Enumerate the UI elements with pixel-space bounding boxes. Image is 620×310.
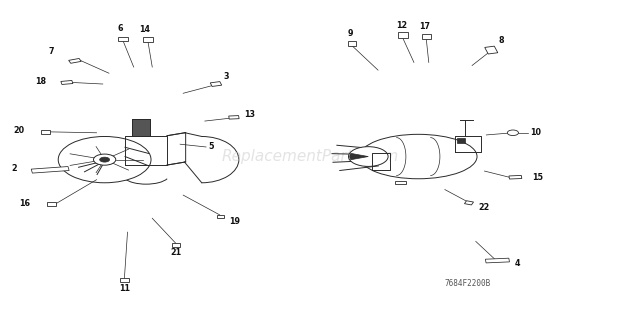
Text: 15: 15 xyxy=(532,173,543,182)
Text: ReplacementParts.com: ReplacementParts.com xyxy=(221,149,399,164)
Polygon shape xyxy=(118,37,128,42)
Bar xyxy=(133,119,150,136)
Text: 17: 17 xyxy=(419,22,430,31)
Text: 2: 2 xyxy=(12,164,17,173)
Polygon shape xyxy=(464,201,474,205)
Polygon shape xyxy=(143,38,153,42)
Circle shape xyxy=(348,147,388,166)
Bar xyxy=(457,138,464,143)
Circle shape xyxy=(58,136,151,183)
Text: 20: 20 xyxy=(14,126,25,135)
Polygon shape xyxy=(69,59,81,63)
Polygon shape xyxy=(216,215,224,218)
Text: 14: 14 xyxy=(140,24,150,33)
Text: 13: 13 xyxy=(244,110,255,119)
Text: 5: 5 xyxy=(208,142,214,151)
Circle shape xyxy=(100,157,110,162)
Polygon shape xyxy=(348,41,356,46)
Text: 4: 4 xyxy=(515,259,520,268)
Polygon shape xyxy=(172,243,180,247)
Text: 9: 9 xyxy=(347,29,353,38)
Text: 10: 10 xyxy=(530,128,541,137)
Polygon shape xyxy=(485,46,498,54)
Polygon shape xyxy=(509,175,522,179)
Text: 3: 3 xyxy=(224,72,229,81)
Text: 8: 8 xyxy=(499,36,505,45)
Polygon shape xyxy=(422,34,431,39)
Text: 22: 22 xyxy=(479,203,490,212)
Polygon shape xyxy=(395,181,406,184)
Text: 21: 21 xyxy=(170,248,181,257)
Polygon shape xyxy=(120,278,129,282)
Text: 16: 16 xyxy=(19,199,30,208)
Polygon shape xyxy=(485,258,510,263)
Ellipse shape xyxy=(360,134,477,179)
Text: 7: 7 xyxy=(49,47,54,56)
Polygon shape xyxy=(61,81,73,85)
Text: 19: 19 xyxy=(229,217,240,226)
Polygon shape xyxy=(229,116,239,119)
Polygon shape xyxy=(41,130,50,134)
Wedge shape xyxy=(350,153,368,160)
Polygon shape xyxy=(31,166,69,173)
Text: 7684F2200B: 7684F2200B xyxy=(445,280,491,289)
Text: 6: 6 xyxy=(117,24,123,33)
Polygon shape xyxy=(210,82,222,86)
Circle shape xyxy=(507,130,518,135)
Text: 12: 12 xyxy=(396,21,407,30)
Circle shape xyxy=(94,154,116,165)
Text: 11: 11 xyxy=(119,284,130,293)
Text: 18: 18 xyxy=(35,77,46,86)
Polygon shape xyxy=(398,33,408,38)
Polygon shape xyxy=(47,202,56,206)
